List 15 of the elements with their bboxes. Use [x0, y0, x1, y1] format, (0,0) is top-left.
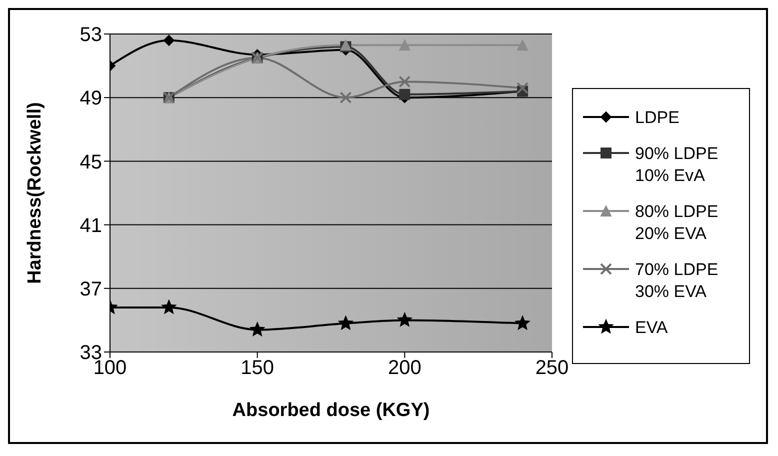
x-axis-title: Absorbed dose (KGY) [232, 400, 430, 421]
x-tick-label: 250 [535, 357, 569, 380]
y-tick-label: 45 [80, 151, 102, 174]
y-tick-label: 53 [80, 24, 102, 46]
y-tick-label: 49 [80, 88, 102, 110]
legend-label: LDPE [635, 107, 680, 129]
y-axis-title: Hardness(Rockwell) [24, 102, 46, 284]
legend-label: EVA [635, 317, 668, 339]
x-tick-label: 200 [388, 357, 422, 380]
legend-label: 90% LDPE 10% EvA [635, 143, 720, 187]
y-tick-label: 37 [80, 278, 102, 300]
y-tick-label: 41 [80, 214, 102, 237]
legend-label: 70% LDPE 30% EVA [635, 259, 720, 303]
x-tick-label: 150 [240, 357, 274, 380]
legend-label: 80% LDPE 20% EVA [635, 201, 720, 245]
